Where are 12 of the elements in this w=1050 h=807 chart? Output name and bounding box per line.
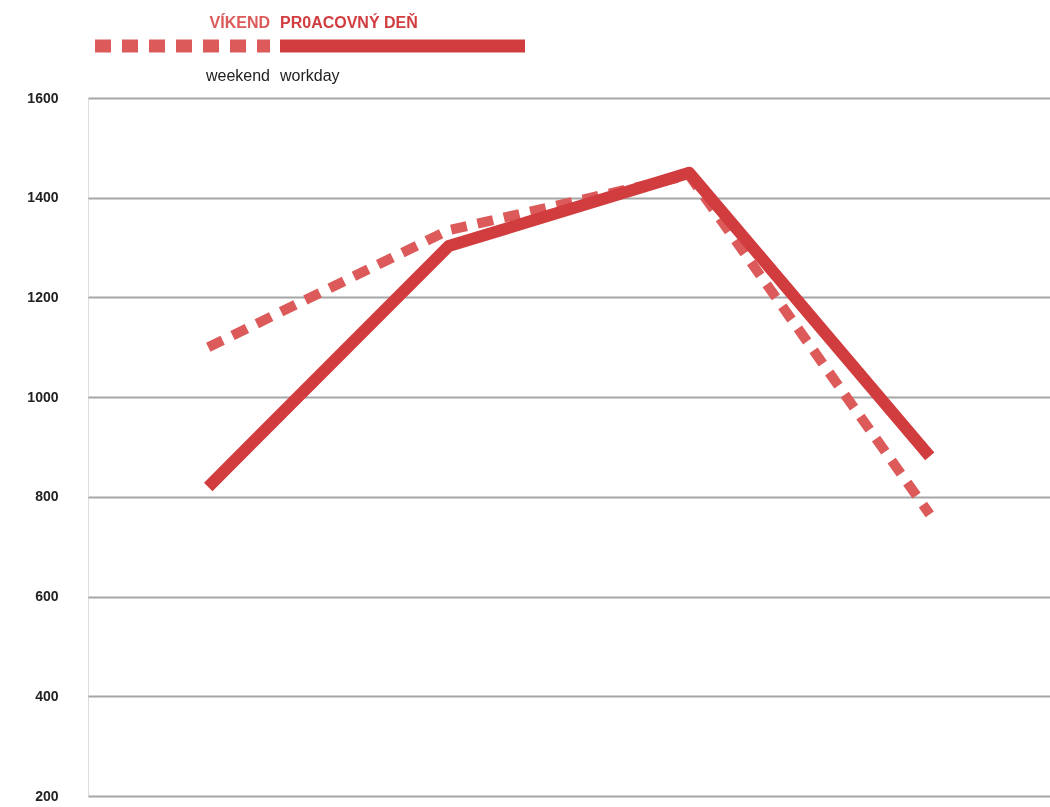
y-tick-label: 1200 <box>27 288 59 305</box>
y-tick-label: 800 <box>35 488 59 505</box>
y-tick-label: 1000 <box>27 388 59 405</box>
y-tick-label: 1400 <box>27 189 59 206</box>
y-tick-label: 600 <box>35 588 59 605</box>
text: workday <box>279 67 340 84</box>
text: PR0ACOVNÝ DEŇ <box>280 13 418 31</box>
text: VÍKEND <box>209 13 270 31</box>
y-tick-label: 1600 <box>27 89 59 106</box>
y-tick-label: 200 <box>35 787 59 804</box>
text: weekend <box>204 67 270 84</box>
y-tick-label: 400 <box>35 687 59 704</box>
